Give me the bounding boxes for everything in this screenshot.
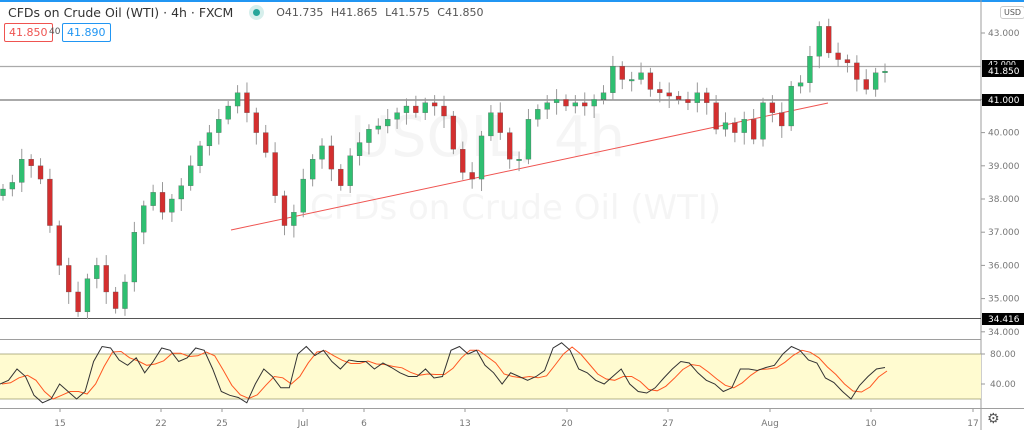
low-value: L41.575 [385,6,430,19]
market-status-dot-icon[interactable] [253,9,261,16]
svg-text:41.000: 41.000 [988,96,1020,106]
svg-text:Jul: Jul [297,419,309,429]
svg-text:27: 27 [662,419,673,429]
high-value: H41.865 [330,6,378,19]
svg-text:80.00: 80.00 [990,350,1016,360]
svg-text:Aug: Aug [761,419,779,429]
hline-41-label: 41.000 [982,94,1024,106]
symbol-title[interactable]: CFDs on Crude Oil (WTI) · 4h · FXCM [8,5,234,20]
svg-text:40.000: 40.000 [988,129,1020,139]
time-axis-ticks: 15 22 25 Jul 6 13 20 27 Aug 10 17 [54,409,979,429]
buy-button[interactable]: 41.890 [62,23,111,42]
price-axis-ticks: 43.000 41.000 40.000 39.000 38.000 37.000 36.0… [981,29,1020,338]
ohlc-values: O41.735 H41.865 L41.575 C41.850 [276,6,487,19]
svg-text:13: 13 [459,419,470,429]
svg-text:36.000: 36.000 [988,261,1020,271]
svg-text:42.000: 42.000 [988,60,1016,69]
svg-text:35.000: 35.000 [988,295,1020,305]
open-value: O41.735 [276,6,324,19]
svg-text:43.000: 43.000 [988,29,1020,39]
stochastic-series [0,342,888,404]
svg-text:22: 22 [155,419,166,429]
chart-legend: CFDs on Crude Oil (WTI) · 4h · FXCM O41.… [8,5,487,20]
svg-text:25: 25 [216,419,227,429]
trendline[interactable] [230,102,829,231]
candlestick-series [0,18,888,320]
gear-icon[interactable]: ⚙ [987,411,1000,427]
hline-34416-label: 34.416 [982,313,1024,325]
svg-text:39.000: 39.000 [988,162,1020,172]
svg-text:17: 17 [967,419,978,429]
svg-text:38.000: 38.000 [988,195,1020,205]
svg-text:41.850: 41.850 [988,67,1020,77]
last-price-label: 41.850 [982,65,1024,77]
currency-button[interactable]: USD [1000,6,1024,19]
svg-text:40.00: 40.00 [990,380,1016,390]
watermark-description: CFDs on Crude Oil (WTI) [310,188,722,228]
top-accent-bar [0,0,1024,2]
spread-value: 40 [49,27,61,37]
svg-text:34.000: 34.000 [988,328,1020,338]
close-value: C41.850 [437,6,484,19]
svg-text:6: 6 [361,419,367,429]
svg-text:10: 10 [865,419,877,429]
svg-text:37.000: 37.000 [988,228,1020,238]
svg-text:34.416: 34.416 [988,315,1020,325]
sell-button[interactable]: 41.850 [4,23,53,42]
stoch-axis-ticks: 80.00 40.00 [981,350,1016,390]
stoch-band [0,354,981,399]
price-label-42: 42.000 [982,60,1024,69]
svg-text:20: 20 [561,419,573,429]
svg-text:15: 15 [54,419,65,429]
